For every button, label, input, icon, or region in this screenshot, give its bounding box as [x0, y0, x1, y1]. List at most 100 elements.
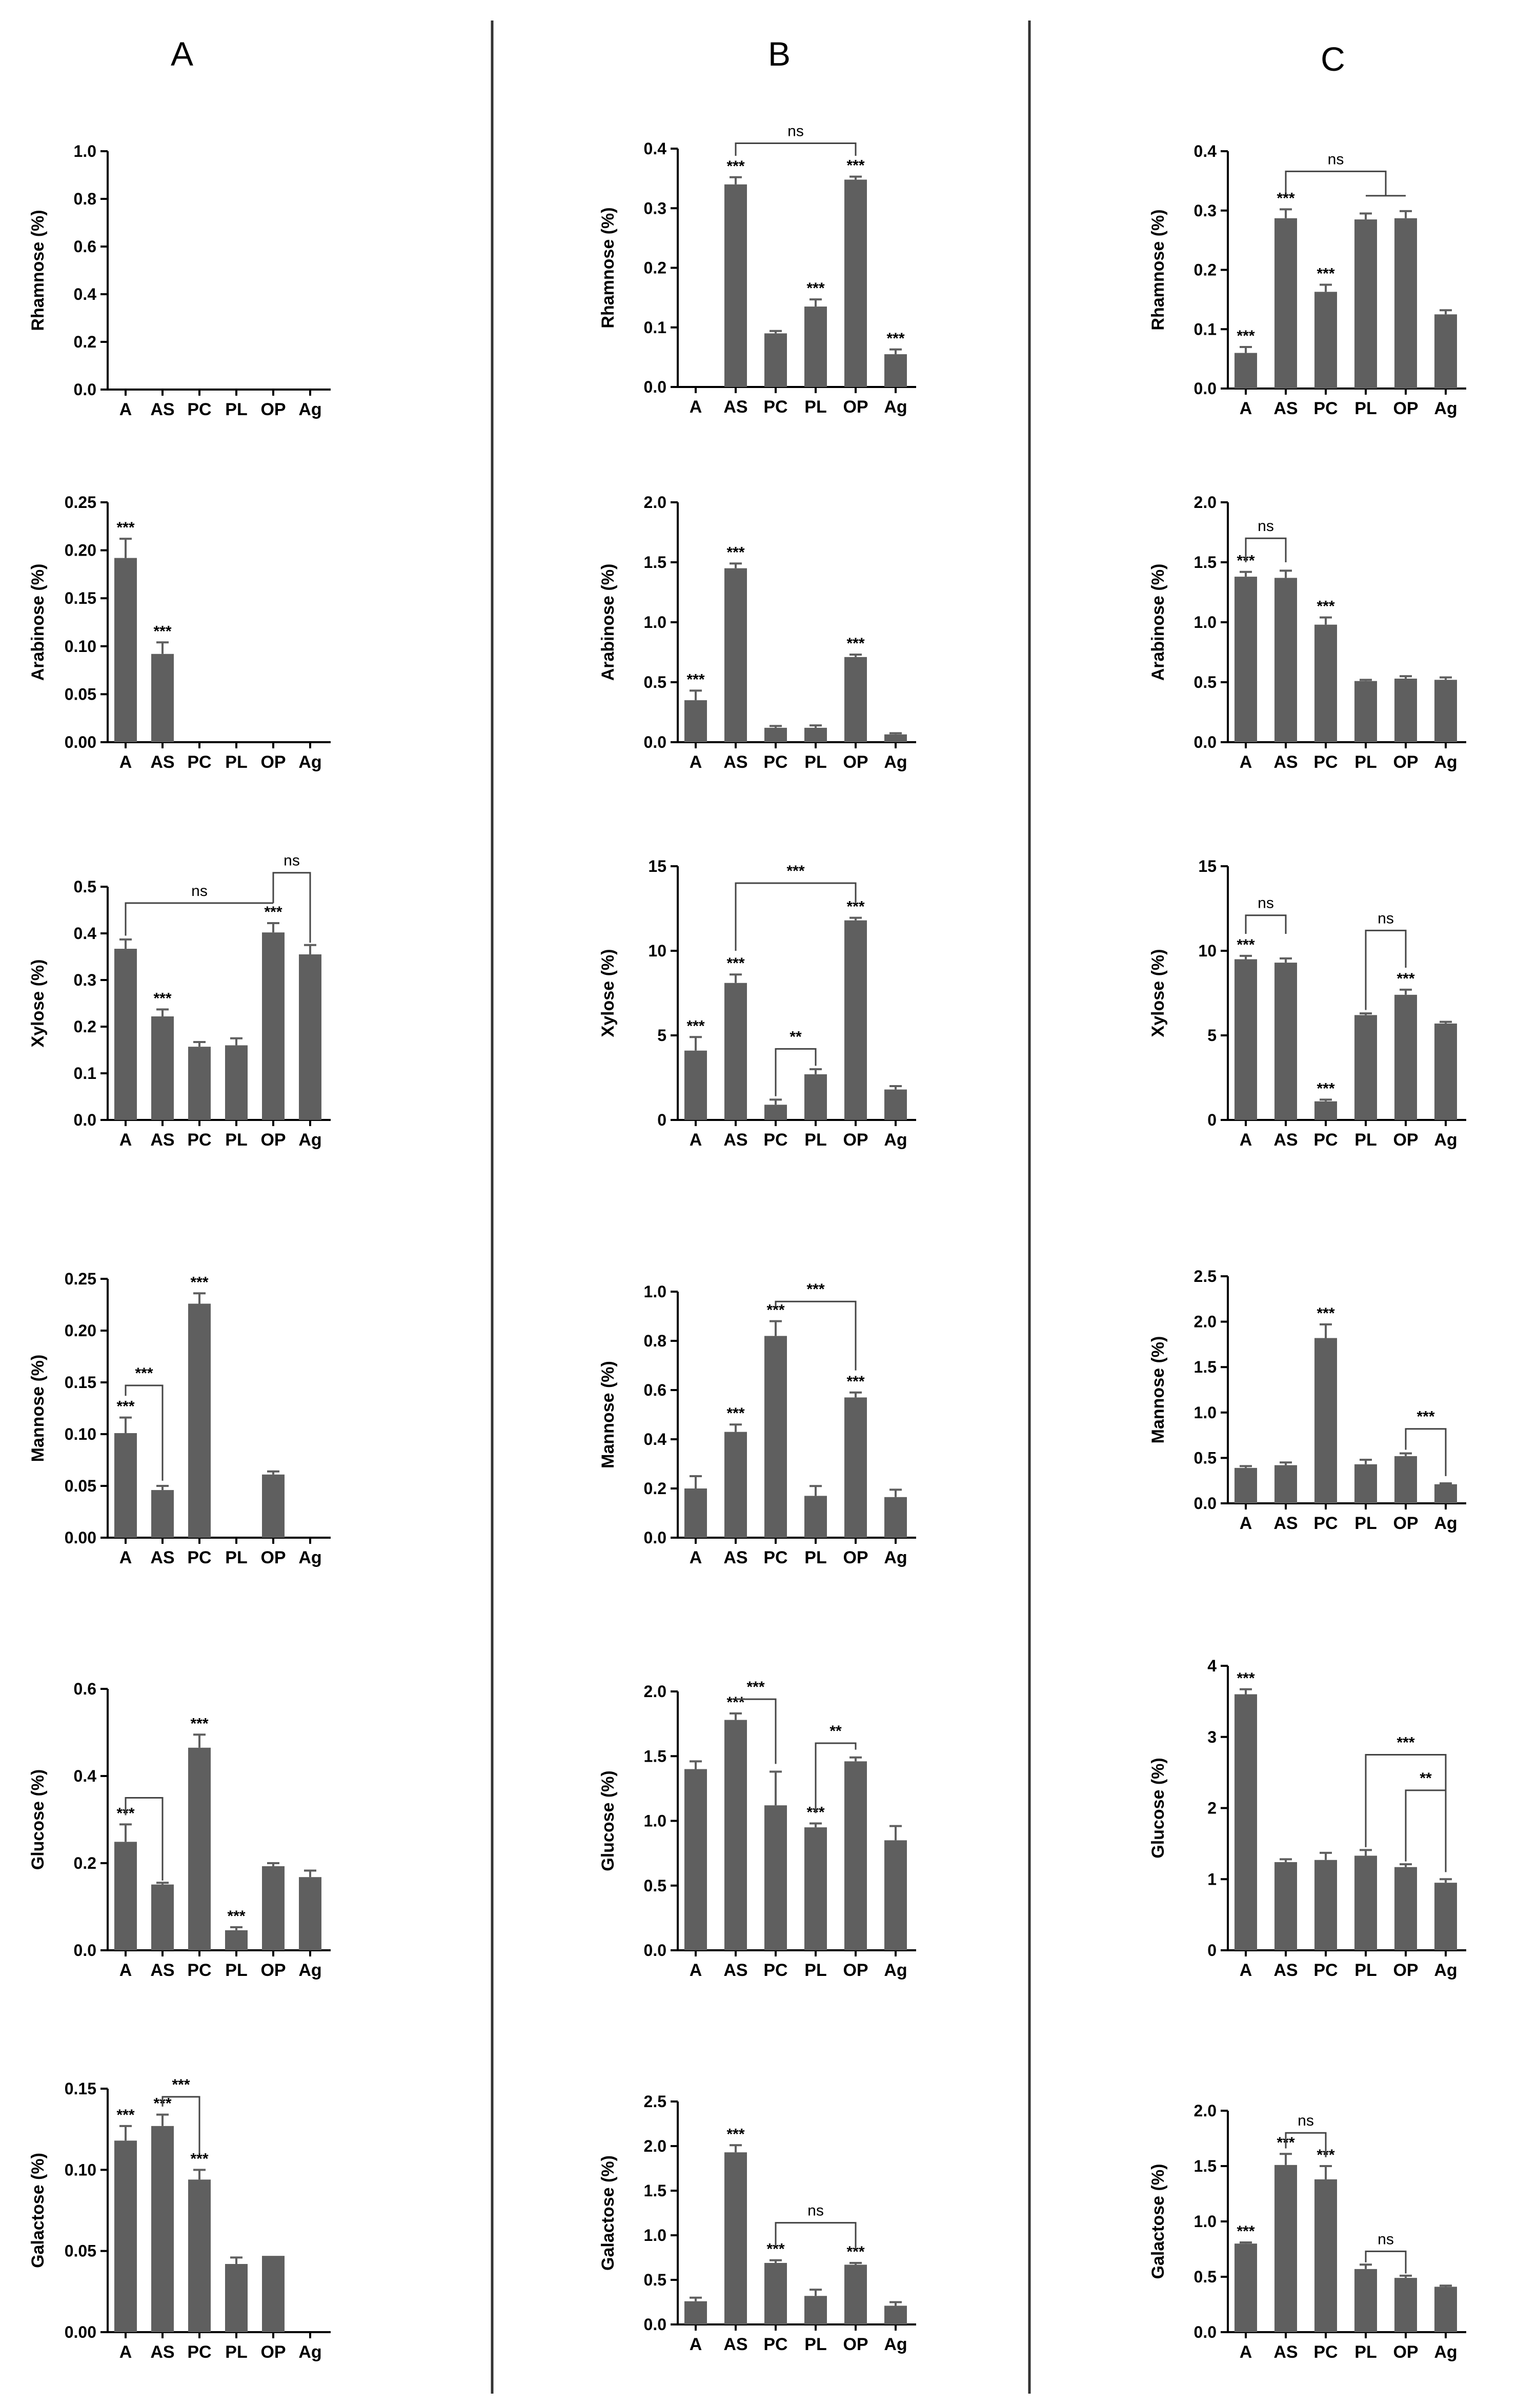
- bar: [299, 954, 321, 1120]
- y-tick-label: 10: [1198, 942, 1217, 960]
- y-tick-label: 0.0: [644, 1941, 666, 1960]
- x-tick-label: A: [1240, 399, 1252, 418]
- significance-stars: ***: [1237, 936, 1254, 953]
- y-tick-label: 0.6: [74, 1680, 96, 1698]
- x-tick-label: A: [690, 1961, 702, 1980]
- y-axis-title: Galactose (%): [1148, 2164, 1168, 2279]
- bar: [151, 1016, 174, 1120]
- x-tick-label: Ag: [1434, 1130, 1457, 1150]
- y-axis-title: Glucose (%): [598, 1770, 618, 1871]
- y-tick-label: 0.2: [74, 1854, 96, 1872]
- bar: [1235, 577, 1257, 742]
- y-tick-label: 0.8: [74, 190, 96, 208]
- y-tick-label: 1.0: [1194, 613, 1217, 631]
- significance-stars: ***: [1397, 970, 1414, 987]
- y-tick-label: 0.3: [1194, 201, 1217, 220]
- y-tick-label: 0.05: [65, 685, 96, 703]
- y-axis-title: Xylose (%): [1148, 949, 1168, 1037]
- bar: [684, 700, 707, 742]
- bar: [844, 2264, 867, 2324]
- y-tick-label: 1.5: [1194, 553, 1217, 572]
- x-tick-label: PC: [187, 1961, 211, 1980]
- y-tick-label: 0.10: [65, 2160, 96, 2179]
- y-axis-title: Arabinose (%): [28, 564, 48, 681]
- y-axis-title: Mannose (%): [28, 1355, 48, 1462]
- x-tick-label: PL: [1354, 1130, 1377, 1150]
- panel-group: 0.0 0.2 0.4 0.6 0.8 1.0 Rhamnose (%) A AS PC PL OP A…: [28, 123, 1466, 2362]
- x-tick-label: OP: [1393, 1961, 1418, 1980]
- significance-stars: ***: [806, 280, 824, 297]
- x-tick-label: AS: [723, 1130, 747, 1150]
- bar: [724, 1720, 747, 1950]
- significance-stars: ***: [726, 158, 744, 175]
- bar: [1394, 218, 1417, 389]
- x-tick-label: PL: [804, 1961, 826, 1980]
- x-tick-label: Ag: [884, 397, 907, 417]
- bar: [1394, 678, 1417, 742]
- y-axis-title: Xylose (%): [598, 949, 618, 1037]
- comparison-bracket: [775, 2222, 857, 2249]
- bar: [804, 1496, 827, 1538]
- bar: [844, 1397, 867, 1538]
- y-tick-label: 0.0: [74, 1941, 96, 1960]
- bar: [1314, 624, 1337, 742]
- bar: [804, 1827, 827, 1950]
- y-tick-label: 0.8: [644, 1332, 666, 1350]
- comparison-bracket: [161, 2096, 200, 2154]
- bar: [1354, 219, 1377, 389]
- x-tick-label: AS: [150, 400, 174, 419]
- y-tick-label: 0.00: [65, 1528, 96, 1547]
- bar: [764, 727, 787, 742]
- x-tick-label: AS: [150, 1130, 174, 1150]
- y-tick-label: 2: [1207, 1799, 1217, 1818]
- x-tick-label: Ag: [884, 1130, 907, 1150]
- chart-panel: 0.0 0.5 1.0 1.5 2.0 Glucose (%) A AS *** PC PL *** O…: [598, 1679, 916, 1980]
- y-tick-label: 0: [1207, 1111, 1217, 1129]
- bar: [1354, 681, 1377, 742]
- bar: [1314, 292, 1337, 389]
- bar: [884, 2305, 907, 2324]
- bar: [844, 920, 867, 1120]
- bar: [1394, 1867, 1417, 1950]
- x-tick-label: PC: [187, 2342, 211, 2362]
- x-tick-label: PC: [187, 1130, 211, 1150]
- bar: [114, 2140, 137, 2332]
- significance-stars: ***: [726, 1405, 744, 1422]
- bracket-label: ns: [1298, 2112, 1314, 2129]
- bar: [684, 1050, 707, 1120]
- x-tick-label: AS: [150, 1961, 174, 1980]
- comparison-bracket: [775, 1048, 817, 1096]
- x-tick-label: Ag: [298, 1130, 321, 1150]
- y-tick-label: 0: [1207, 1941, 1217, 1960]
- comparison-bracket: [736, 1698, 777, 1764]
- comparison-bracket: [735, 882, 857, 951]
- y-tick-label: 0.0: [644, 1528, 666, 1547]
- y-tick-label: 0.3: [644, 199, 666, 217]
- y-tick-label: 0.05: [65, 2242, 96, 2260]
- y-tick-label: 1.0: [644, 1282, 666, 1301]
- x-tick-label: PC: [187, 1548, 211, 1567]
- x-tick-label: A: [1240, 1514, 1252, 1533]
- bracket-label: ns: [1378, 910, 1394, 927]
- y-tick-label: 2.0: [644, 2137, 666, 2155]
- bar: [724, 568, 747, 742]
- bar: [1235, 353, 1257, 389]
- x-tick-label: OP: [1393, 399, 1418, 418]
- bracket-label: ns: [807, 2202, 824, 2219]
- y-tick-label: 1.5: [644, 2181, 666, 2200]
- x-tick-label: AS: [1273, 1961, 1298, 1980]
- x-tick-label: OP: [843, 397, 868, 417]
- significance-stars: ***: [686, 671, 704, 688]
- x-tick-label: AS: [723, 2335, 747, 2354]
- bar: [764, 2262, 787, 2324]
- y-tick-label: 1.5: [1194, 2157, 1217, 2175]
- bar: [804, 2296, 827, 2324]
- x-tick-label: PL: [804, 397, 826, 417]
- chart-panel: 0.0 0.2 0.4 0.6 0.8 1.0 Mannose (%) A AS *** PC ***…: [598, 1281, 916, 1567]
- x-tick-label: AS: [723, 1961, 747, 1980]
